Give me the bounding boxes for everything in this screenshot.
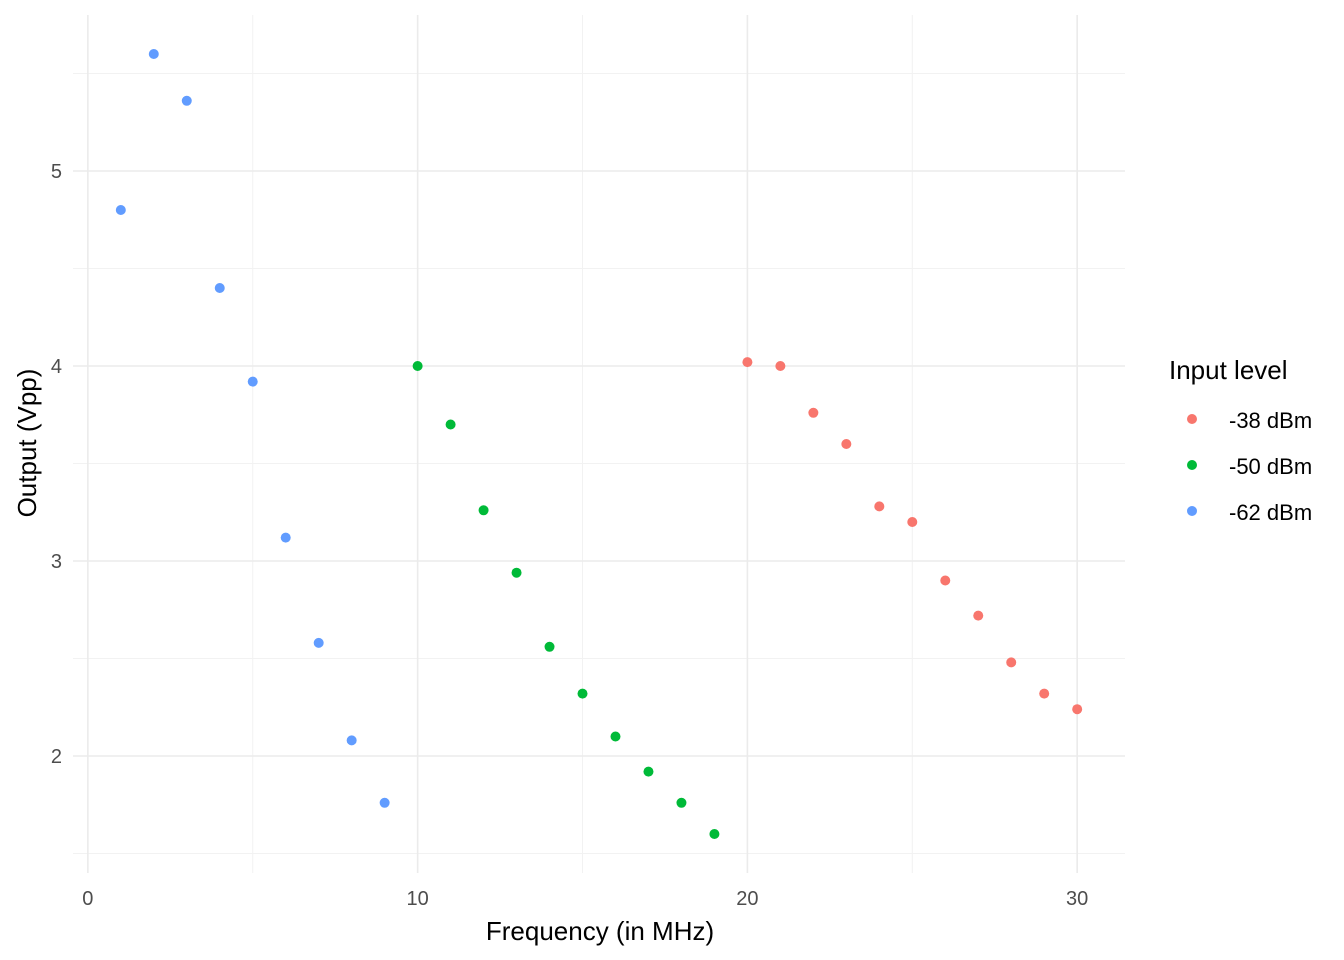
data-point bbox=[313, 637, 324, 648]
legend-label: -50 dBm bbox=[1229, 454, 1312, 479]
data-point bbox=[445, 419, 456, 430]
data-point bbox=[709, 829, 720, 839]
data-point bbox=[676, 797, 687, 808]
data-point bbox=[412, 361, 423, 371]
data-point bbox=[148, 49, 159, 59]
data-point bbox=[544, 641, 555, 652]
x-tick-label: 30 bbox=[1066, 888, 1088, 910]
data-points bbox=[115, 49, 1083, 839]
data-point bbox=[115, 205, 126, 215]
legend-label: -38 dBm bbox=[1229, 408, 1312, 433]
data-point bbox=[973, 610, 984, 621]
data-point bbox=[1072, 704, 1083, 715]
data-point bbox=[874, 501, 885, 512]
data-point bbox=[841, 439, 852, 449]
data-point bbox=[610, 731, 621, 742]
x-tick-label: 0 bbox=[82, 888, 93, 910]
data-point bbox=[1006, 657, 1017, 668]
data-point bbox=[280, 532, 291, 543]
legend-title: Input level bbox=[1169, 355, 1288, 385]
legend-key bbox=[1187, 506, 1197, 516]
data-point bbox=[940, 575, 951, 586]
grid bbox=[73, 15, 1125, 873]
x-axis-label: Frequency (in MHz) bbox=[486, 916, 714, 946]
data-point bbox=[907, 517, 918, 527]
y-tick-label: 5 bbox=[51, 161, 62, 183]
data-point bbox=[214, 283, 225, 293]
x-tick-label: 20 bbox=[736, 888, 758, 910]
data-point bbox=[643, 766, 654, 777]
data-point bbox=[808, 407, 819, 418]
data-point bbox=[775, 361, 786, 371]
y-axis-label: Output (Vpp) bbox=[12, 369, 42, 518]
tick-labels: 0 10 20 30 2 3 4 5 bbox=[51, 161, 1088, 910]
y-tick-label: 2 bbox=[51, 746, 62, 768]
data-point bbox=[247, 376, 258, 387]
legend-key bbox=[1187, 460, 1197, 470]
data-point bbox=[379, 797, 390, 808]
data-point bbox=[346, 735, 357, 746]
data-point bbox=[577, 688, 588, 699]
data-point bbox=[742, 357, 753, 368]
x-tick-label: 10 bbox=[406, 888, 428, 910]
data-point bbox=[511, 567, 522, 578]
data-point bbox=[1039, 688, 1050, 699]
y-tick-label: 3 bbox=[51, 551, 62, 573]
legend-key bbox=[1187, 414, 1197, 424]
data-point bbox=[478, 505, 489, 516]
legend: Input level -38 dBm -50 dBm -62 dBm bbox=[1169, 355, 1312, 525]
legend-label: -62 dBm bbox=[1229, 500, 1312, 525]
y-tick-label: 4 bbox=[51, 356, 62, 378]
data-point bbox=[181, 95, 192, 106]
